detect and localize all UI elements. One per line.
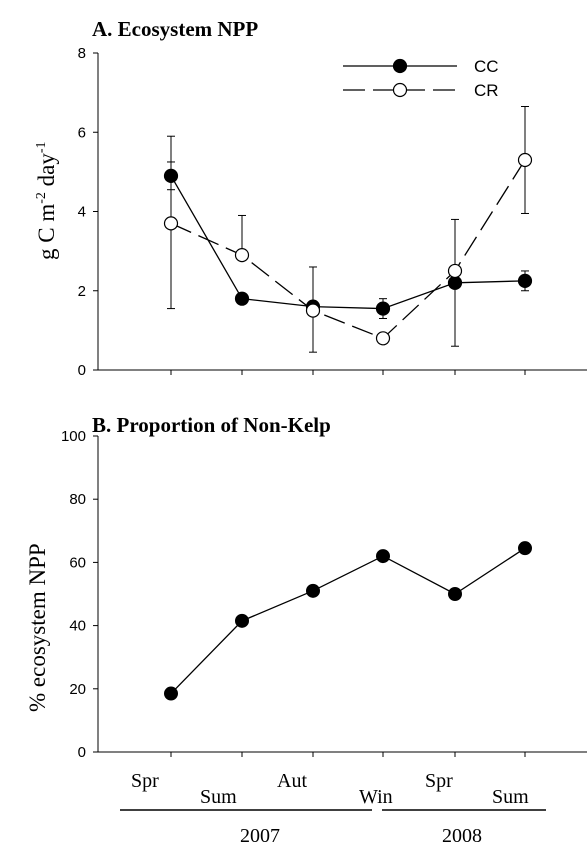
panel-a-title: A. Ecosystem NPP xyxy=(92,17,258,41)
data-point xyxy=(235,613,249,628)
panel-b-y-tick-label: 0 xyxy=(78,744,86,761)
series-line-cr xyxy=(170,159,526,340)
panel-a-y-tick-label: 8 xyxy=(78,45,86,62)
data-point-cc xyxy=(375,301,391,316)
panel-b-y-tick-label: 60 xyxy=(69,554,86,571)
series-line-cc xyxy=(170,175,526,310)
panel-a-y-axis-label: g C m-2 day-1 xyxy=(34,141,59,260)
legend-marker-cc xyxy=(392,58,408,74)
legend-label: CR xyxy=(474,81,499,100)
panel-b-y-tick-label: 40 xyxy=(69,618,86,635)
data-point-cc xyxy=(163,168,179,183)
data-point-cc xyxy=(234,291,250,306)
season-label: Sum xyxy=(492,786,529,808)
panel-b-y-axis-label: % ecosystem NPP xyxy=(25,543,50,712)
data-point xyxy=(164,686,178,701)
data-point-cr xyxy=(305,303,321,318)
legend-label: CC xyxy=(474,57,499,76)
panel-b-y-tick-label: 100 xyxy=(61,428,86,445)
panel-b-title: B. Proportion of Non-Kelp xyxy=(92,413,331,437)
data-point-cr xyxy=(447,263,463,279)
panel-a-y-tick-label: 6 xyxy=(78,124,86,141)
season-label: Spr xyxy=(131,770,159,792)
year-label: 2007 xyxy=(240,825,280,847)
season-label: Sum xyxy=(200,786,237,808)
data-point-cr xyxy=(163,216,179,231)
data-point-cc xyxy=(517,273,533,288)
legend-marker-cr xyxy=(392,82,408,98)
data-point xyxy=(376,549,390,564)
panel-b-y-tick-label: 20 xyxy=(69,681,86,698)
data-point-cr xyxy=(375,331,391,346)
panel-a-y-tick-label: 4 xyxy=(78,204,86,221)
season-label: Win xyxy=(359,786,393,808)
year-label: 2008 xyxy=(442,825,482,847)
x-axis-category-labels: Spr Sum Aut Win Spr Sum 2007 2008 xyxy=(120,770,546,847)
panel-b-y-tick-label: 80 xyxy=(69,491,86,508)
data-point xyxy=(518,541,532,556)
data-point-cr xyxy=(234,247,250,263)
panel-a: 0 2 4 6 8 CC CR xyxy=(78,45,587,379)
data-point xyxy=(448,587,462,601)
panel-a-y-tick-label: 0 xyxy=(78,362,86,379)
season-label: Aut xyxy=(277,770,307,792)
data-point xyxy=(306,583,320,598)
panel-b: 0 20 40 60 80 100 xyxy=(61,428,587,761)
panel-a-y-tick-label: 2 xyxy=(78,283,86,300)
season-label: Spr xyxy=(425,770,453,792)
data-point-cc xyxy=(447,275,463,290)
data-point-cr xyxy=(517,152,533,168)
series-line xyxy=(170,547,526,694)
